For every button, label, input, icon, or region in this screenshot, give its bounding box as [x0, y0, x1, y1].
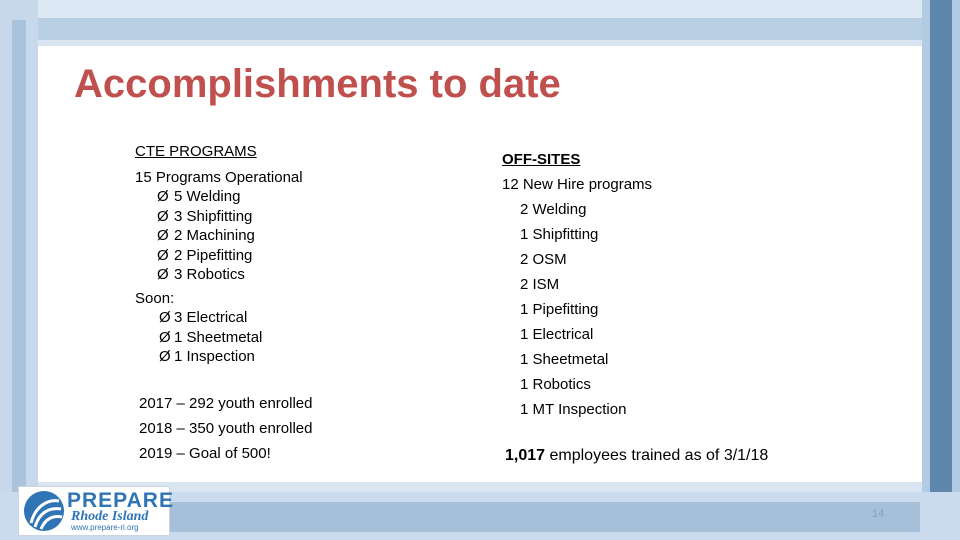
soon-label: Soon:: [135, 289, 175, 307]
new-hire-summary: 12 New Hire programs: [502, 176, 653, 193]
enrollment-item: 2019 – Goal of 500!: [139, 445, 271, 462]
off-site-item: 1 Pipefitting: [520, 301, 599, 318]
frame-band-top: [0, 0, 960, 18]
frame-band-bottom-inner: [160, 502, 920, 532]
frame-band-left-inner: [12, 20, 26, 520]
slide-title: Accomplishments to date: [74, 62, 561, 106]
off-site-item: 1 Electrical: [520, 326, 594, 343]
list-item-label: 3 Electrical: [174, 309, 248, 326]
list-item-label: 5 Welding: [174, 188, 241, 205]
logo-line2: Rhode Island: [71, 509, 149, 524]
operational-summary: 15 Programs Operational: [135, 168, 303, 186]
logo-mark-icon: [24, 491, 64, 531]
arrow-bullet-icon: Ø: [159, 348, 171, 365]
slide-content: Accomplishments to date CTE PROGRAMS 15 …: [38, 46, 922, 482]
enrollment-list: 2017 – 292 youth enrolled 2018 – 350 yout…: [139, 391, 312, 466]
list-item-label: 3 Shipfitting: [174, 207, 253, 225]
off-sites-column: OFF-SITES 12 New Hire programs 2 Welding…: [502, 147, 862, 422]
cte-programs-heading: CTE PROGRAMS: [135, 143, 257, 160]
off-site-item: 1 Sheetmetal: [520, 351, 609, 368]
frame-band-right-inner: [930, 0, 952, 540]
arrow-bullet-icon: Ø: [157, 266, 169, 283]
cte-programs-column: CTE PROGRAMS 15 Programs Operational Ø 5 …: [135, 142, 465, 367]
arrow-bullet-icon: Ø: [159, 328, 171, 346]
frame-band-top-inner: [38, 18, 922, 40]
employees-trained: 1,017 employees trained as of 3/1/18: [505, 447, 768, 465]
list-item: Ø 5 Welding: [135, 187, 465, 207]
off-site-item: 2 Welding: [520, 201, 587, 218]
enrollment-item: 2017 – 292 youth enrolled: [139, 395, 313, 412]
off-sites-heading: OFF-SITES: [502, 151, 581, 168]
list-item-label: 1 Inspection: [174, 348, 255, 365]
logo-line3: www.prepare-ri.org: [71, 523, 139, 532]
list-item-label: 2 Machining: [174, 227, 255, 244]
list-item: Ø 3 Robotics: [135, 265, 465, 285]
list-item: Ø 3 Shipfitting: [135, 207, 465, 227]
operational-list: Ø 5 Welding Ø 3 Shipfitting Ø 2 Machining Ø 2 P…: [135, 187, 465, 285]
list-item-label: 2 Pipefitting: [174, 246, 253, 264]
off-site-item: 1 Robotics: [520, 376, 591, 393]
arrow-bullet-icon: Ø: [157, 227, 169, 244]
logo-line1: PREPARE: [67, 489, 174, 512]
off-site-item: 2 ISM: [520, 276, 560, 293]
arrow-bullet-icon: Ø: [157, 246, 169, 264]
enrollment-item: 2018 – 350 youth enrolled: [139, 420, 313, 437]
arrow-bullet-icon: Ø: [157, 207, 169, 225]
trained-text: employees trained as of 3/1/18: [545, 447, 769, 464]
prepare-ri-logo: PREPARE Rhode Island www.prepare-ri.org: [18, 486, 173, 536]
list-item: Ø 2 Pipefitting: [135, 246, 465, 266]
off-sites-list: 2 Welding 1 Shipfitting 2 OSM 2 ISM 1 Pipefi…: [502, 197, 862, 422]
off-site-item: 2 OSM: [520, 251, 567, 268]
off-site-item: 1 Shipfitting: [520, 226, 599, 243]
list-item-label: 1 Sheetmetal: [174, 328, 263, 346]
arrow-bullet-icon: Ø: [157, 188, 169, 205]
arrow-bullet-icon: Ø: [159, 309, 171, 326]
off-site-item: 1 MT Inspection: [520, 401, 627, 418]
page-number: 14: [872, 508, 885, 520]
list-item: Ø 2 Machining: [135, 226, 465, 246]
trained-count: 1,017: [505, 447, 546, 464]
list-item-label: 3 Robotics: [174, 266, 245, 283]
